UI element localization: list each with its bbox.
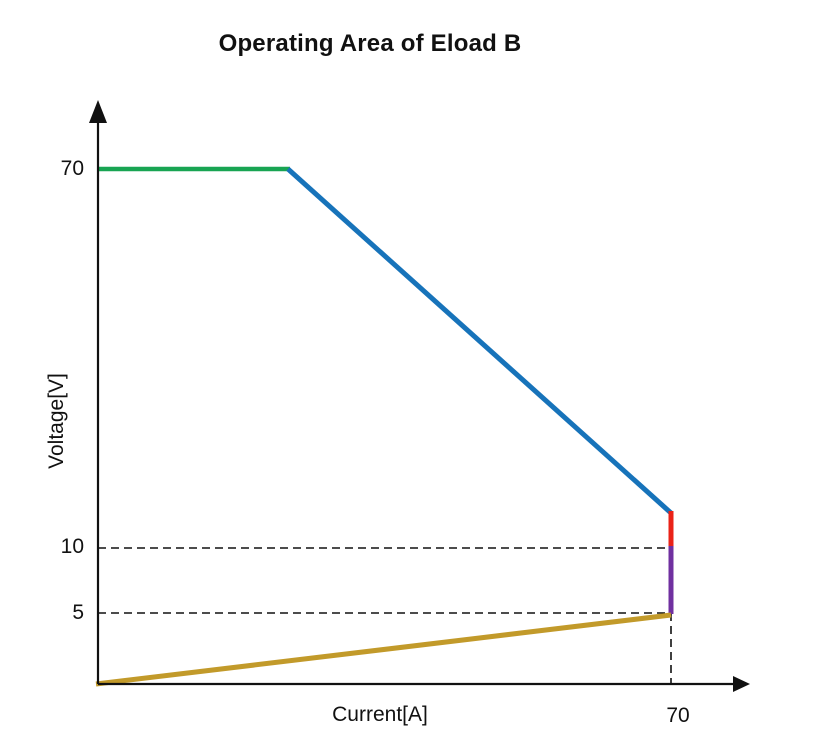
x-axis-title: Current[A] — [332, 703, 428, 726]
chart-title: Operating Area of Eload B — [218, 30, 522, 57]
y-tick-label-10: 10 — [60, 535, 84, 558]
series-segment-min-voltage-limit — [95, 612, 672, 687]
x-axis-arrowhead-icon — [733, 676, 750, 692]
y-tick-label-70: 70 — [60, 157, 84, 180]
x-tick-label-70: 70 — [666, 704, 690, 727]
series-segment-power-derating-limit — [286, 167, 673, 515]
y-tick-label-5: 5 — [72, 601, 84, 624]
y-axis-arrowhead-icon — [89, 100, 107, 123]
y-axis-title: Voltage[V] — [45, 373, 68, 469]
